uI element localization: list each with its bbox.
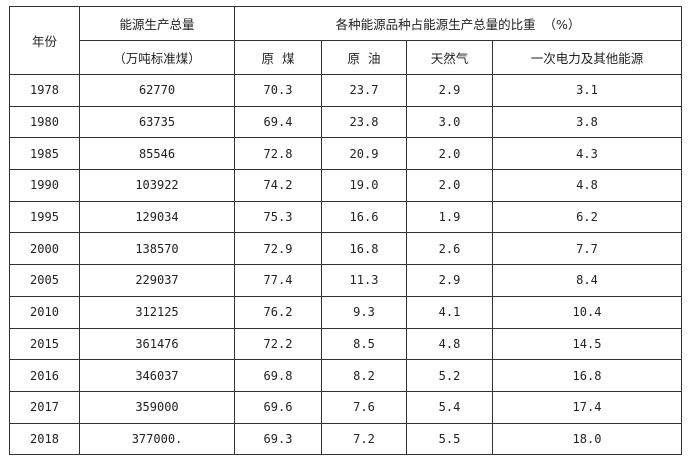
header-total-unit: （万吨标准煤） (79, 40, 235, 75)
cell-gas: 1.9 (406, 200, 493, 234)
cell-year: 1980 (9, 105, 80, 139)
cell-gas: 5.5 (406, 422, 493, 456)
table-row: 1985 85546 72.8 20.9 2.0 4.3 (9, 137, 683, 171)
cell-gas: 4.1 (406, 295, 493, 329)
cell-year: 2017 (9, 390, 80, 424)
cell-electricity-other: 8.4 (491, 264, 683, 297)
cell-electricity-other: 10.4 (491, 295, 683, 329)
energy-production-table: 年份 能源生产总量 各种能源品种占能源生产总量的比重 （%） （万吨标准煤） 原… (9, 6, 683, 456)
cell-oil: 23.7 (321, 74, 407, 107)
cell-electricity-other: 18.0 (491, 422, 683, 456)
cell-total: 229037 (79, 264, 235, 297)
cell-gas: 2.6 (406, 232, 493, 266)
table-row: 2017 359000 69.6 7.6 5.4 17.4 (9, 390, 683, 424)
cell-electricity-other: 3.8 (491, 105, 683, 139)
cell-year: 2018 (9, 422, 80, 456)
cell-gas: 2.0 (406, 169, 493, 202)
cell-oil: 7.6 (321, 390, 407, 424)
cell-coal: 69.3 (234, 422, 322, 456)
cell-total: 377000. (79, 422, 235, 456)
cell-oil: 8.2 (321, 359, 407, 392)
cell-total: 361476 (79, 327, 235, 361)
cell-coal: 69.6 (234, 390, 322, 424)
table-row: 1980 63735 69.4 23.8 3.0 3.8 (9, 105, 683, 139)
cell-gas: 5.4 (406, 390, 493, 424)
cell-coal: 74.2 (234, 169, 322, 202)
cell-electricity-other: 7.7 (491, 232, 683, 266)
cell-gas: 2.9 (406, 264, 493, 297)
table-row: 1995 129034 75.3 16.6 1.9 6.2 (9, 200, 683, 234)
cell-oil: 11.3 (321, 264, 407, 297)
table-row: 2015 361476 72.2 8.5 4.8 14.5 (9, 327, 683, 361)
cell-electricity-other: 3.1 (491, 74, 683, 107)
cell-total: 138570 (79, 232, 235, 266)
cell-oil: 8.5 (321, 327, 407, 361)
cell-oil: 16.6 (321, 200, 407, 234)
cell-year: 2000 (9, 232, 80, 266)
header-gas: 天然气 (406, 40, 493, 75)
cell-coal: 69.8 (234, 359, 322, 392)
cell-electricity-other: 16.8 (491, 359, 683, 392)
cell-coal: 76.2 (234, 295, 322, 329)
cell-year: 1990 (9, 169, 80, 202)
cell-oil: 16.8 (321, 232, 407, 266)
cell-total: 346037 (79, 359, 235, 392)
cell-year: 2016 (9, 359, 80, 392)
header-electricity-other: 一次电力及其他能源 (491, 40, 683, 75)
cell-coal: 77.4 (234, 264, 322, 297)
cell-total: 62770 (79, 74, 235, 107)
cell-electricity-other: 14.5 (491, 327, 683, 361)
header-year: 年份 (9, 6, 80, 75)
cell-electricity-other: 4.8 (491, 169, 683, 202)
table-row: 2016 346037 69.8 8.2 5.2 16.8 (9, 359, 683, 392)
cell-gas: 5.2 (406, 359, 493, 392)
cell-oil: 23.8 (321, 105, 407, 139)
cell-gas: 3.0 (406, 105, 493, 139)
cell-total: 359000 (79, 390, 235, 424)
table-row: 1978 62770 70.3 23.7 2.9 3.1 (9, 74, 683, 107)
cell-total: 85546 (79, 137, 235, 171)
cell-coal: 72.2 (234, 327, 322, 361)
cell-total: 103922 (79, 169, 235, 202)
cell-electricity-other: 6.2 (491, 200, 683, 234)
cell-electricity-other: 17.4 (491, 390, 683, 424)
cell-coal: 70.3 (234, 74, 322, 107)
table-row: 1990 103922 74.2 19.0 2.0 4.8 (9, 169, 683, 202)
cell-oil: 9.3 (321, 295, 407, 329)
cell-oil: 19.0 (321, 169, 407, 202)
cell-gas: 4.8 (406, 327, 493, 361)
cell-year: 2010 (9, 295, 80, 329)
table-row: 2005 229037 77.4 11.3 2.9 8.4 (9, 264, 683, 297)
cell-oil: 20.9 (321, 137, 407, 171)
cell-gas: 2.0 (406, 137, 493, 171)
cell-year: 1985 (9, 137, 80, 171)
cell-year: 1995 (9, 200, 80, 234)
cell-total: 63735 (79, 105, 235, 139)
cell-total: 312125 (79, 295, 235, 329)
cell-coal: 75.3 (234, 200, 322, 234)
header-coal: 原 煤 (234, 40, 322, 75)
header-share-group: 各种能源品种占能源生产总量的比重 （%） (233, 6, 683, 41)
header-oil: 原 油 (321, 40, 407, 75)
cell-total: 129034 (79, 200, 235, 234)
cell-coal: 72.8 (234, 137, 322, 171)
cell-coal: 69.4 (234, 105, 322, 139)
table-row: 2018 377000. 69.3 7.2 5.5 18.0 (9, 422, 683, 456)
table-row: 2000 138570 72.9 16.8 2.6 7.7 (9, 232, 683, 266)
cell-electricity-other: 4.3 (491, 137, 683, 171)
table-row: 2010 312125 76.2 9.3 4.1 10.4 (9, 295, 683, 329)
header-total: 能源生产总量 (79, 6, 235, 41)
cell-year: 2015 (9, 327, 80, 361)
cell-year: 2005 (9, 264, 80, 297)
cell-gas: 2.9 (406, 74, 493, 107)
cell-coal: 72.9 (234, 232, 322, 266)
cell-oil: 7.2 (321, 422, 407, 456)
cell-year: 1978 (9, 74, 80, 107)
